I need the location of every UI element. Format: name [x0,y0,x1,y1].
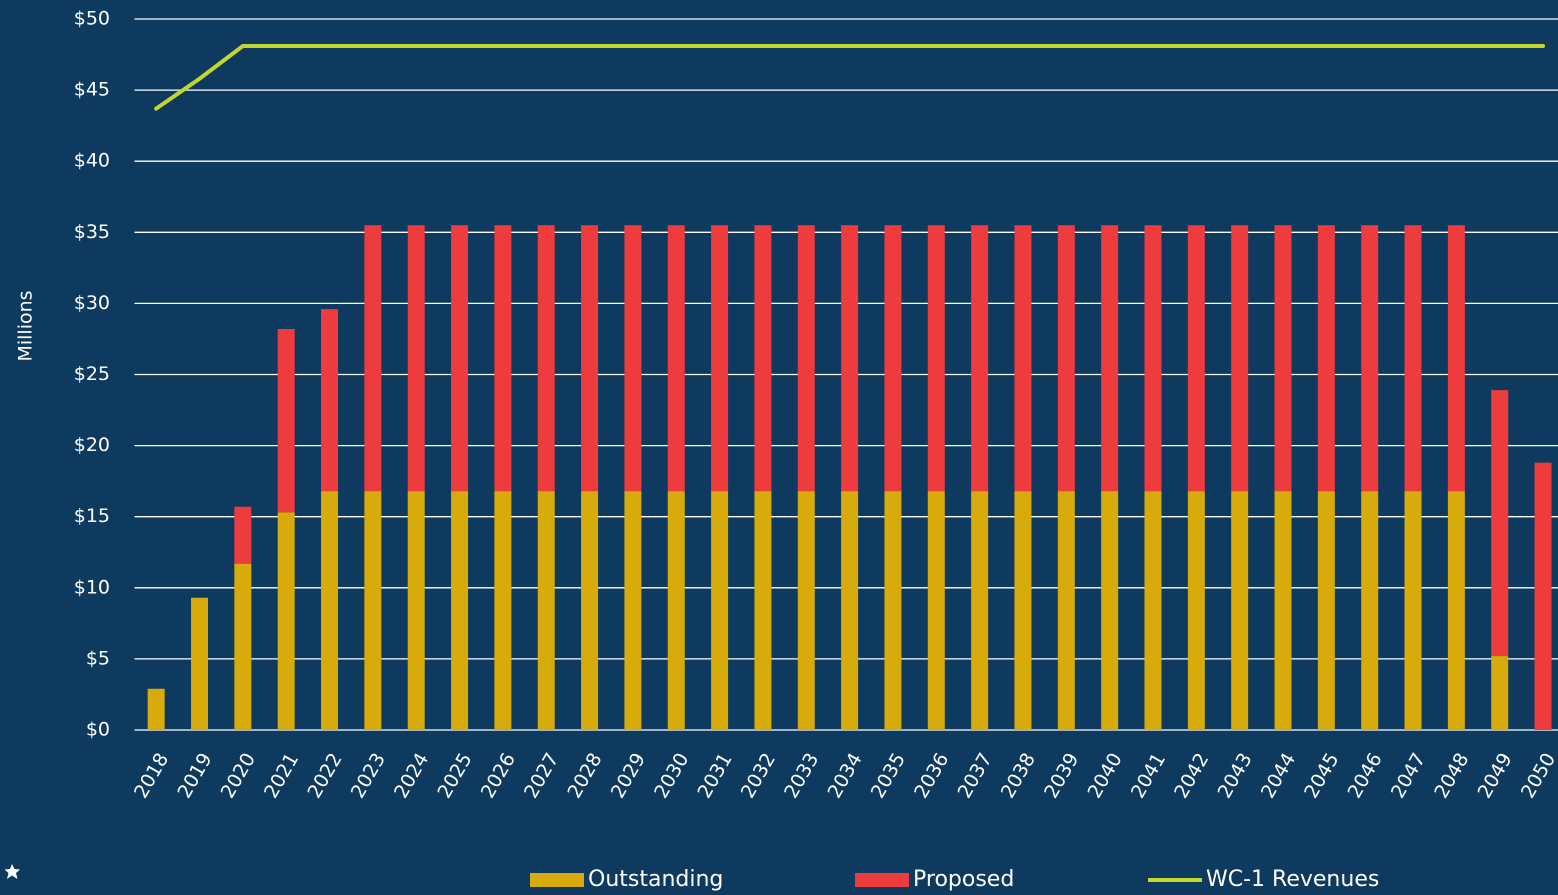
bar-segment [451,225,469,492]
bar-segment [971,491,989,730]
y-tick-label: $20 [74,434,110,456]
bar-segment [1187,491,1205,730]
bar-segment [234,563,252,730]
star-icon [4,864,20,879]
bar-segment [1101,225,1119,492]
bar-segment [494,225,512,492]
bar-segment [1014,491,1032,730]
legend-swatch [530,873,584,887]
y-tick-label: $40 [74,150,110,172]
y-tick-label: $35 [74,221,110,243]
bar-segment [537,491,555,730]
bar-segment [884,225,902,492]
bar-segment [624,491,642,730]
bar-segment [1057,225,1075,492]
bar-segment [1231,225,1249,492]
bar-segment [1231,491,1249,730]
bar-segment [1014,225,1032,492]
bar-segment [451,491,469,730]
line [154,44,1546,111]
bar-segment [1404,225,1422,492]
bar-segment [667,491,685,730]
bar-segment [927,491,945,730]
bar-segment [1317,225,1335,492]
bar-segment [1447,491,1465,730]
bar-segment [234,506,252,564]
bar-segment [407,491,425,730]
bar-segment [1144,225,1162,492]
legend-label: Outstanding [588,867,723,892]
bar-segment [1491,390,1509,657]
bar-segment [624,225,642,492]
legend-label: WC-1 Revenues [1206,867,1379,892]
bar-segment [1057,491,1075,730]
bar-segment [711,491,729,730]
bar-segment [364,225,382,492]
bar-segment [711,225,729,492]
bar-segment [841,225,859,492]
bar-segment [581,491,599,730]
y-tick-label: $25 [74,363,110,385]
bar-segment [191,597,209,730]
bar-segment [971,225,989,492]
y-tick-label: $10 [74,576,110,598]
bar-segment [1144,491,1162,730]
bar-segment [321,491,339,730]
bar-segment [1404,491,1422,730]
y-tick-label: $45 [74,79,110,101]
bar-segment [1317,491,1335,730]
bar-segment [754,491,772,730]
bar-segment [277,512,295,730]
bar-segment [1491,656,1509,730]
bar-segment [494,491,512,730]
y-axis-label: Millions [15,290,37,361]
bar-segment [1187,225,1205,492]
y-tick-label: $5 [86,647,110,669]
bar-segment [537,225,555,492]
legend-label: Proposed [913,867,1014,892]
bar-segment [1274,491,1292,730]
bar-segment [1534,462,1552,730]
bar-segment [797,491,815,730]
bar-segment [927,225,945,492]
bar-segment [581,225,599,492]
y-tick-label: $30 [74,292,110,314]
bar-segment [884,491,902,730]
bar-segment [754,225,772,492]
bar-segment [841,491,859,730]
bar-segment [797,225,815,492]
bar-segment [364,491,382,730]
legend-swatch [855,873,909,887]
bar-segment [667,225,685,492]
bar-segment [407,225,425,492]
bar-segment [1274,225,1292,492]
y-tick-label: $15 [74,505,110,527]
bar-segment [321,309,339,492]
y-tick-label: $0 [86,719,110,741]
y-tick-label: $50 [74,8,110,30]
bar-segment [1447,225,1465,492]
bar-segment [147,688,165,730]
bar-segment [1101,491,1119,730]
bar-segment [1361,491,1379,730]
bar-segment [1361,225,1379,492]
bar-segment [277,328,295,513]
